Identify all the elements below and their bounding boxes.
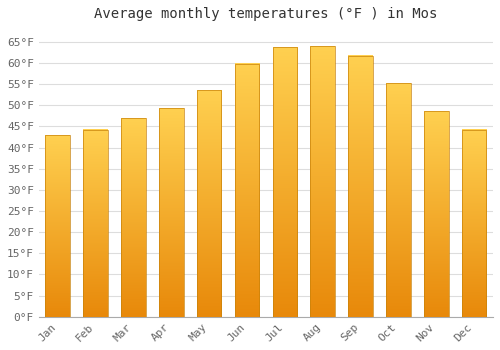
Bar bbox=[462, 130, 486, 317]
Bar bbox=[272, 47, 297, 317]
Bar bbox=[46, 135, 70, 317]
Bar bbox=[197, 90, 222, 317]
Bar bbox=[386, 83, 410, 317]
Bar bbox=[84, 130, 108, 317]
Bar bbox=[121, 118, 146, 317]
Bar bbox=[310, 46, 335, 317]
Bar bbox=[159, 108, 184, 317]
Title: Average monthly temperatures (°F ) in Mos: Average monthly temperatures (°F ) in Mo… bbox=[94, 7, 438, 21]
Bar bbox=[234, 64, 260, 317]
Bar bbox=[348, 56, 373, 317]
Bar bbox=[424, 111, 448, 317]
